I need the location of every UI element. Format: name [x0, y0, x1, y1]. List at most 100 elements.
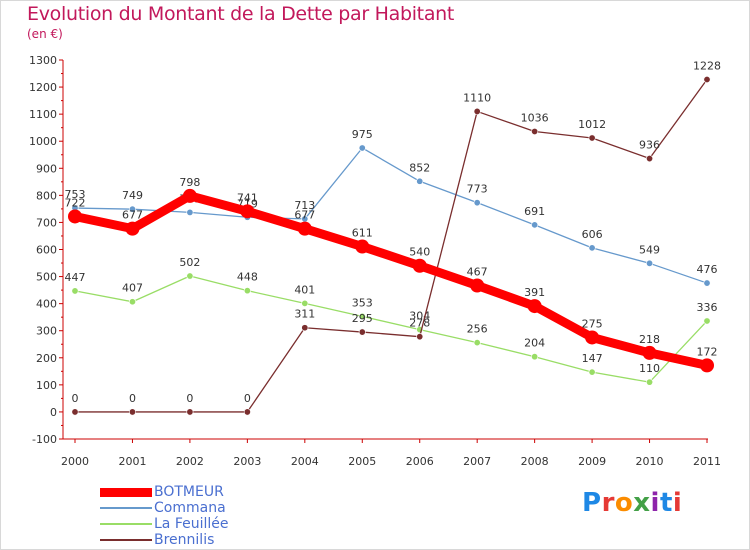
y-tick-label: 0 — [50, 406, 57, 419]
data-label-la-feuill-e: 448 — [237, 271, 258, 284]
x-tick-label: 2001 — [118, 455, 146, 468]
data-label-la-feuill-e: 447 — [65, 271, 86, 284]
data-point-la-feuill-e — [473, 339, 481, 347]
data-label-commana: 606 — [582, 228, 603, 241]
data-point-la-feuill-e — [301, 299, 309, 307]
data-label-la-feuill-e: 401 — [294, 283, 315, 296]
y-tick-label: -100 — [32, 433, 57, 446]
y-tick-label: 300 — [36, 325, 57, 338]
data-label-brennilis: 1012 — [578, 118, 606, 131]
y-tick-label: 200 — [36, 352, 57, 365]
data-point-commana — [186, 208, 194, 216]
legend-item-commana: Commana — [100, 500, 320, 516]
data-label-botmeur: 798 — [179, 176, 200, 189]
x-tick-label: 2003 — [233, 455, 261, 468]
data-point-commana — [128, 205, 136, 213]
data-point-la-feuill-e — [703, 317, 711, 325]
x-tick-label: 2011 — [693, 455, 721, 468]
data-label-botmeur: 540 — [409, 246, 430, 259]
data-point-commana — [588, 244, 596, 252]
data-label-brennilis: 1110 — [463, 91, 491, 104]
legend-item-brennilis: Brennilis — [100, 532, 320, 548]
data-point-botmeur — [125, 221, 140, 236]
y-tick-label: 700 — [36, 216, 57, 229]
legend-swatch-botmeur — [100, 487, 152, 497]
data-label-botmeur: 722 — [65, 196, 86, 209]
y-tick-label: 500 — [36, 271, 57, 284]
y-tick-label: 600 — [36, 244, 57, 257]
logo-letter: o — [614, 488, 634, 518]
y-tick-label: 1200 — [29, 81, 57, 94]
data-label-la-feuill-e: 502 — [179, 256, 200, 269]
data-label-la-feuill-e: 256 — [467, 323, 488, 336]
data-label-la-feuill-e: 110 — [639, 362, 660, 375]
x-tick-label: 2009 — [578, 455, 606, 468]
logo-letter: t — [659, 488, 673, 518]
data-label-brennilis: 0 — [72, 392, 79, 405]
logo-letter: x — [633, 488, 651, 518]
data-point-commana — [416, 177, 424, 185]
proxiti-logo: Proxiti — [582, 488, 682, 518]
data-point-brennilis — [358, 328, 366, 336]
data-label-botmeur: 677 — [294, 209, 315, 222]
y-tick-label: 800 — [36, 189, 57, 202]
data-point-botmeur — [642, 345, 657, 360]
data-point-botmeur — [68, 209, 82, 224]
logo-letter: r — [601, 488, 615, 518]
data-label-brennilis: 1228 — [693, 59, 721, 72]
chart-subtitle: (en €) — [27, 27, 63, 41]
data-point-la-feuill-e — [531, 353, 539, 361]
data-point-brennilis — [243, 408, 251, 416]
series-line-commana — [74, 147, 708, 284]
data-point-commana — [531, 221, 539, 229]
data-point-botmeur — [355, 239, 370, 254]
data-point-brennilis — [71, 408, 79, 416]
data-label-la-feuill-e: 336 — [697, 301, 718, 314]
data-point-brennilis — [301, 324, 309, 332]
data-point-commana — [703, 279, 711, 287]
data-label-botmeur: 218 — [639, 333, 660, 346]
legend-label-botmeur: BOTMEUR — [154, 484, 224, 500]
data-point-brennilis — [186, 408, 194, 416]
logo-letter: i — [672, 488, 683, 518]
data-label-botmeur: 741 — [237, 191, 258, 204]
data-label-commana: 713 — [294, 199, 315, 212]
data-label-brennilis: 295 — [352, 312, 373, 325]
data-label-commana: 476 — [697, 263, 718, 276]
data-label-botmeur: 467 — [467, 266, 488, 279]
x-tick-label: 2007 — [463, 455, 491, 468]
data-point-botmeur — [297, 221, 312, 236]
legend-label-commana: Commana — [154, 500, 226, 516]
data-label-la-feuill-e: 204 — [524, 337, 545, 350]
data-point-la-feuill-e — [128, 298, 136, 306]
data-point-la-feuill-e — [588, 368, 596, 376]
data-label-commana: 773 — [467, 183, 488, 196]
legend-swatch-commana — [100, 507, 152, 509]
data-label-botmeur: 275 — [582, 317, 603, 330]
data-point-la-feuill-e — [243, 287, 251, 295]
series-line-brennilis — [74, 78, 708, 413]
x-tick-label: 2010 — [636, 455, 664, 468]
y-tick-label: 1300 — [29, 54, 57, 67]
data-label-commana: 975 — [352, 128, 373, 141]
data-label-commana: 753 — [65, 188, 86, 201]
data-label-brennilis: 311 — [294, 308, 315, 321]
data-label-brennilis: 1036 — [521, 111, 549, 124]
data-label-brennilis: 936 — [639, 139, 660, 152]
data-point-brennilis — [128, 408, 136, 416]
data-label-la-feuill-e: 407 — [122, 282, 143, 295]
data-point-commana — [473, 199, 481, 207]
data-label-commana: 749 — [122, 189, 143, 202]
data-point-brennilis — [473, 107, 481, 115]
x-tick-label: 2006 — [406, 455, 434, 468]
data-label-brennilis: 0 — [186, 392, 193, 405]
x-tick-label: 2008 — [521, 455, 549, 468]
data-point-botmeur — [700, 358, 714, 373]
chart-title: Evolution du Montant de la Dette par Hab… — [27, 3, 455, 25]
legend-swatch-brennilis — [100, 539, 152, 541]
data-point-brennilis — [588, 134, 596, 142]
data-point-la-feuill-e — [186, 272, 194, 280]
legend-label-la-feuill-e: La Feuillée — [154, 516, 229, 532]
y-tick-label: 900 — [36, 162, 57, 175]
